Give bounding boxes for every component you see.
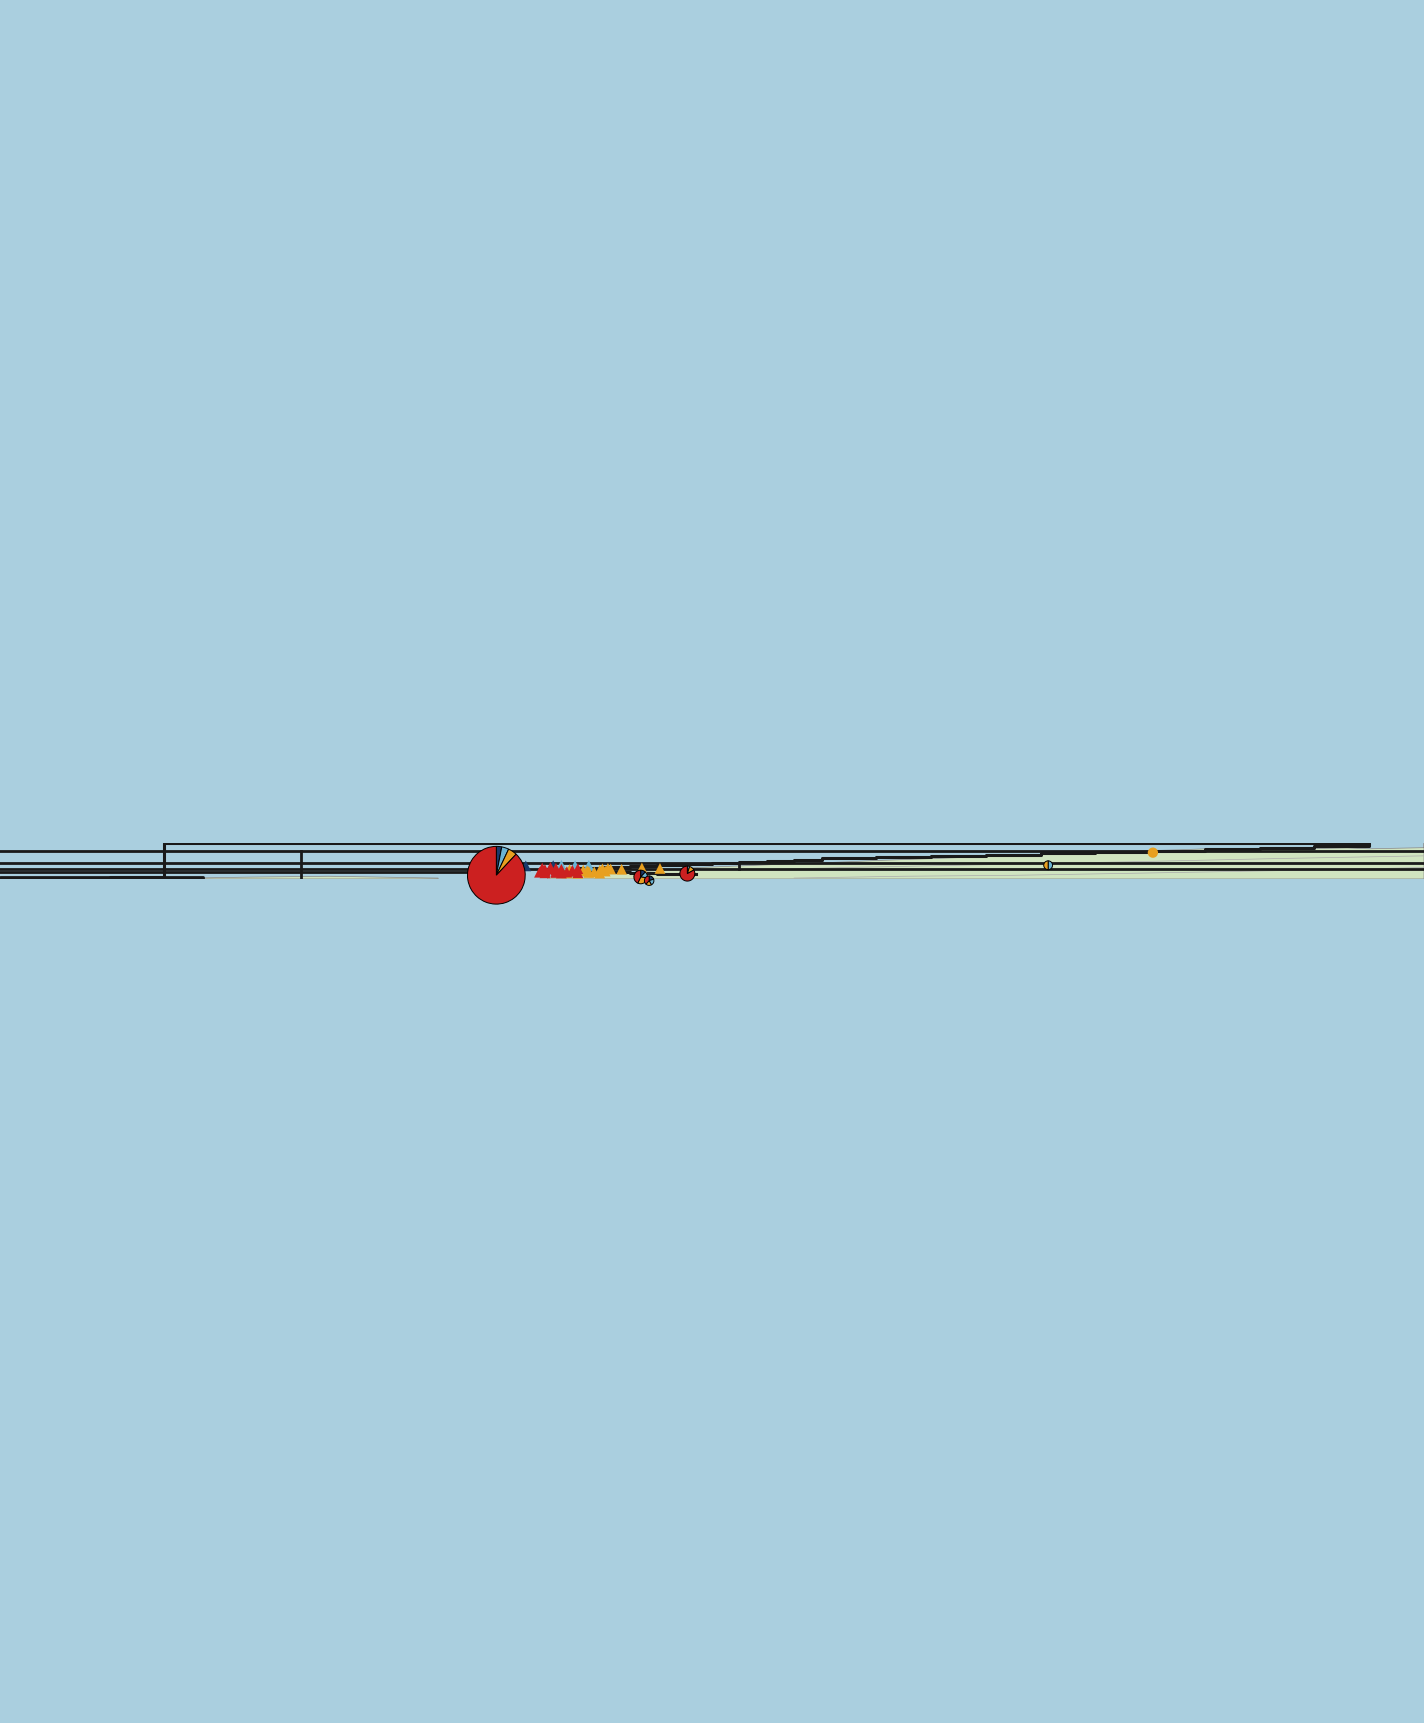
Point bbox=[577, 860, 600, 887]
Point bbox=[544, 856, 567, 884]
Point bbox=[541, 853, 564, 880]
Point bbox=[550, 858, 572, 886]
Point bbox=[597, 855, 619, 882]
Point bbox=[555, 858, 578, 886]
Point bbox=[534, 860, 557, 887]
Point bbox=[577, 858, 600, 886]
Point bbox=[564, 853, 587, 880]
Point bbox=[577, 853, 600, 880]
Wedge shape bbox=[646, 880, 651, 886]
Point bbox=[528, 860, 551, 887]
Point bbox=[588, 856, 611, 884]
Wedge shape bbox=[641, 870, 645, 877]
Point bbox=[631, 855, 654, 882]
Point bbox=[600, 856, 622, 884]
Wedge shape bbox=[497, 849, 515, 875]
Point bbox=[544, 855, 567, 882]
Point bbox=[534, 856, 557, 884]
Wedge shape bbox=[649, 877, 654, 880]
Wedge shape bbox=[645, 877, 649, 884]
Point bbox=[534, 856, 557, 884]
Point bbox=[544, 860, 567, 887]
Point bbox=[555, 860, 578, 887]
Point bbox=[561, 858, 584, 886]
Point bbox=[544, 858, 567, 886]
Point bbox=[531, 855, 554, 882]
Wedge shape bbox=[641, 872, 648, 879]
Wedge shape bbox=[638, 877, 648, 884]
Wedge shape bbox=[688, 867, 689, 874]
Point bbox=[558, 856, 581, 884]
Point bbox=[594, 858, 617, 886]
Point bbox=[498, 853, 521, 880]
Point bbox=[582, 858, 605, 886]
Point bbox=[555, 858, 578, 886]
Point bbox=[550, 851, 572, 879]
Wedge shape bbox=[679, 867, 695, 882]
Wedge shape bbox=[467, 848, 525, 905]
Point bbox=[567, 855, 590, 882]
Point bbox=[550, 858, 572, 886]
Wedge shape bbox=[649, 880, 654, 886]
Point bbox=[550, 856, 572, 884]
Point bbox=[540, 856, 562, 884]
Wedge shape bbox=[634, 870, 641, 884]
Point bbox=[540, 855, 562, 882]
Point bbox=[567, 860, 590, 887]
Point bbox=[611, 856, 634, 884]
Wedge shape bbox=[1048, 862, 1052, 870]
Point bbox=[1142, 839, 1165, 867]
Point bbox=[648, 855, 671, 882]
Point bbox=[534, 858, 557, 886]
Wedge shape bbox=[497, 848, 508, 875]
Point bbox=[558, 858, 581, 886]
Point bbox=[567, 860, 590, 887]
Polygon shape bbox=[548, 844, 1424, 879]
Wedge shape bbox=[497, 848, 501, 875]
Point bbox=[591, 856, 614, 884]
Point bbox=[575, 858, 598, 886]
Point bbox=[588, 860, 611, 887]
Point bbox=[514, 853, 537, 880]
Wedge shape bbox=[688, 867, 693, 874]
Point bbox=[572, 856, 595, 884]
Point bbox=[550, 860, 572, 887]
Wedge shape bbox=[1044, 862, 1048, 870]
Point bbox=[561, 856, 584, 884]
Polygon shape bbox=[0, 877, 439, 879]
